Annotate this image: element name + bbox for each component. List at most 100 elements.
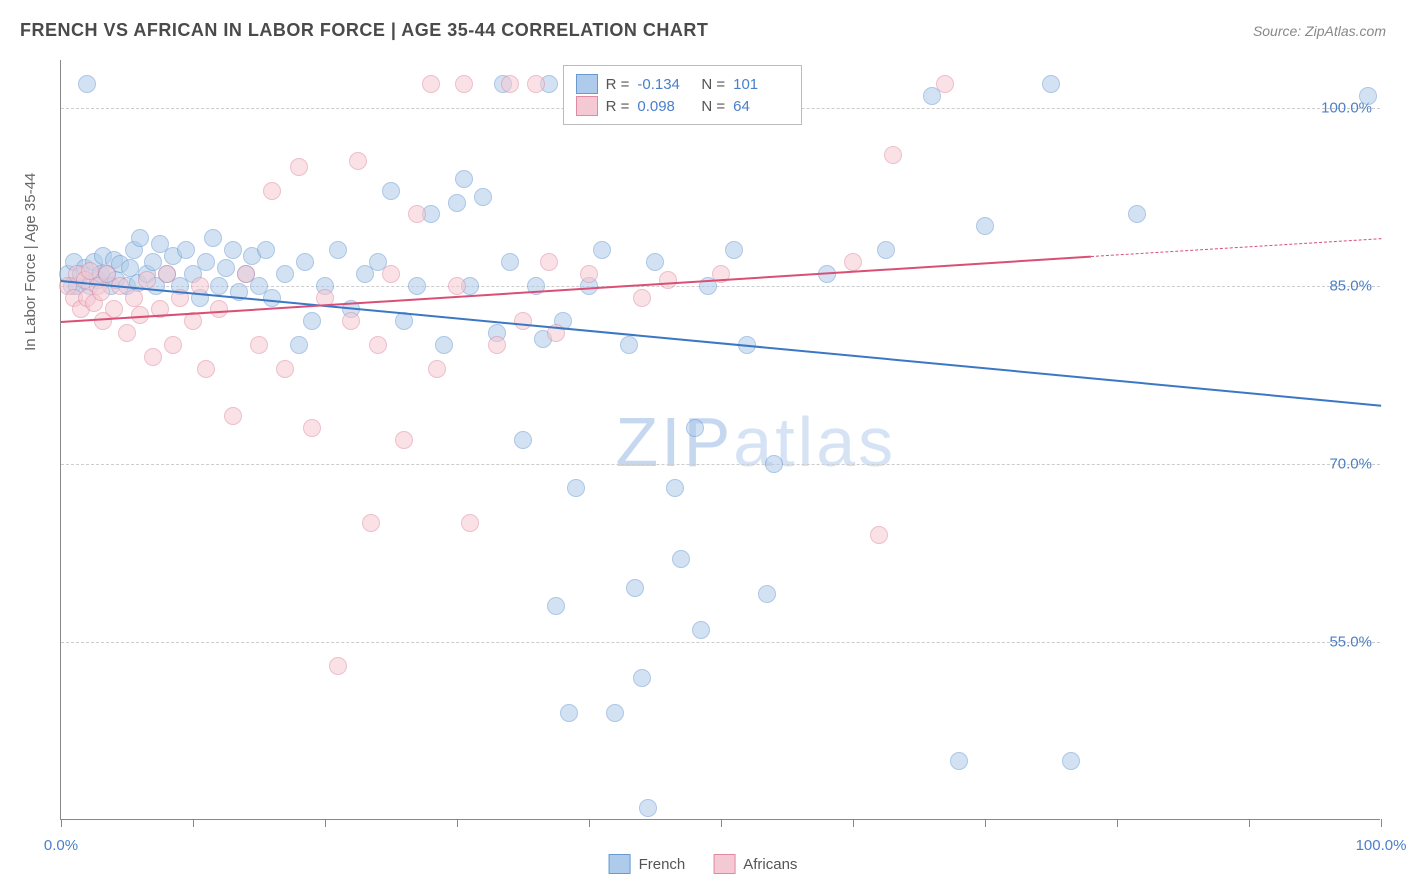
scatter-point [105,300,123,318]
scatter-point [547,597,565,615]
scatter-point [527,75,545,93]
scatter-point [131,229,149,247]
legend-swatch [713,854,735,874]
scatter-point [633,669,651,687]
scatter-point [692,621,710,639]
x-tick [1381,819,1382,827]
scatter-point [593,241,611,259]
scatter-point [514,431,532,449]
scatter-point [303,419,321,437]
legend-label: Africans [743,856,797,873]
scatter-point [164,336,182,354]
scatter-point [138,271,156,289]
legend-swatch [609,854,631,874]
scatter-point [1042,75,1060,93]
x-tick [721,819,722,827]
scatter-point [626,579,644,597]
scatter-point [210,277,228,295]
scatter-point [560,704,578,722]
y-tick-label: 85.0% [1329,277,1372,294]
scatter-point [936,75,954,93]
stat-n-label: N = [701,98,725,115]
stat-r-value: 0.098 [637,98,693,115]
chart-header: FRENCH VS AFRICAN IN LABOR FORCE | AGE 3… [20,20,1386,41]
scatter-point [349,152,367,170]
scatter-point [672,550,690,568]
scatter-point [408,277,426,295]
scatter-point [501,253,519,271]
scatter-point [633,289,651,307]
legend-swatch [576,96,598,116]
scatter-point [118,324,136,342]
scatter-point [204,229,222,247]
scatter-point [395,431,413,449]
x-tick [457,819,458,827]
scatter-point [1359,87,1377,105]
scatter-point [448,194,466,212]
x-tick [1249,819,1250,827]
stat-r-label: R = [606,98,630,115]
scatter-point [646,253,664,271]
scatter-point [342,312,360,330]
scatter-point [540,253,558,271]
scatter-point [765,455,783,473]
x-tick [193,819,194,827]
x-tick [589,819,590,827]
scatter-point [369,336,387,354]
scatter-point [276,265,294,283]
gridline [61,464,1380,465]
scatter-point [422,75,440,93]
scatter-point [428,360,446,378]
chart-source: Source: ZipAtlas.com [1253,23,1386,39]
scatter-point [177,241,195,259]
y-tick-label: 70.0% [1329,455,1372,472]
x-tick-label: 100.0% [1356,837,1406,854]
scatter-point [78,75,96,93]
gridline [61,642,1380,643]
scatter-point [976,217,994,235]
stat-r-value: -0.134 [637,76,693,93]
x-tick-label: 0.0% [44,837,78,854]
scatter-point [329,657,347,675]
stat-r-label: R = [606,76,630,93]
scatter-point [217,259,235,277]
scatter-point [950,752,968,770]
scatter-point [382,182,400,200]
scatter-point [290,336,308,354]
scatter-point [263,182,281,200]
watermark-text: ZIPatlas [615,402,896,482]
scatter-point [514,312,532,330]
scatter-point [606,704,624,722]
legend-label: French [639,856,686,873]
scatter-point [125,289,143,307]
scatter-point [1128,205,1146,223]
scatter-point [870,526,888,544]
x-tick [853,819,854,827]
scatter-point [197,253,215,271]
scatter-point [666,479,684,497]
y-axis-label: In Labor Force | Age 35-44 [22,173,39,351]
scatter-point [448,277,466,295]
scatter-point [474,188,492,206]
scatter-point [158,265,176,283]
scatter-point [1062,752,1080,770]
scatter-point [257,241,275,259]
scatter-point [455,170,473,188]
scatter-point [884,146,902,164]
correlation-legend: R =-0.134 N = 101R =0.098 N = 64 [563,65,803,125]
scatter-point [250,336,268,354]
x-tick [61,819,62,827]
scatter-point [725,241,743,259]
scatter-point [144,348,162,366]
legend-swatch [576,74,598,94]
scatter-point [580,265,598,283]
scatter-point [877,241,895,259]
x-tick [985,819,986,827]
stat-n-value: 101 [733,76,789,93]
scatter-point [620,336,638,354]
stat-n-label: N = [701,76,725,93]
scatter-point [567,479,585,497]
legend-item: French [609,854,686,874]
legend-row: R = -0.134 N = 101 [576,74,790,94]
scatter-point [237,265,255,283]
